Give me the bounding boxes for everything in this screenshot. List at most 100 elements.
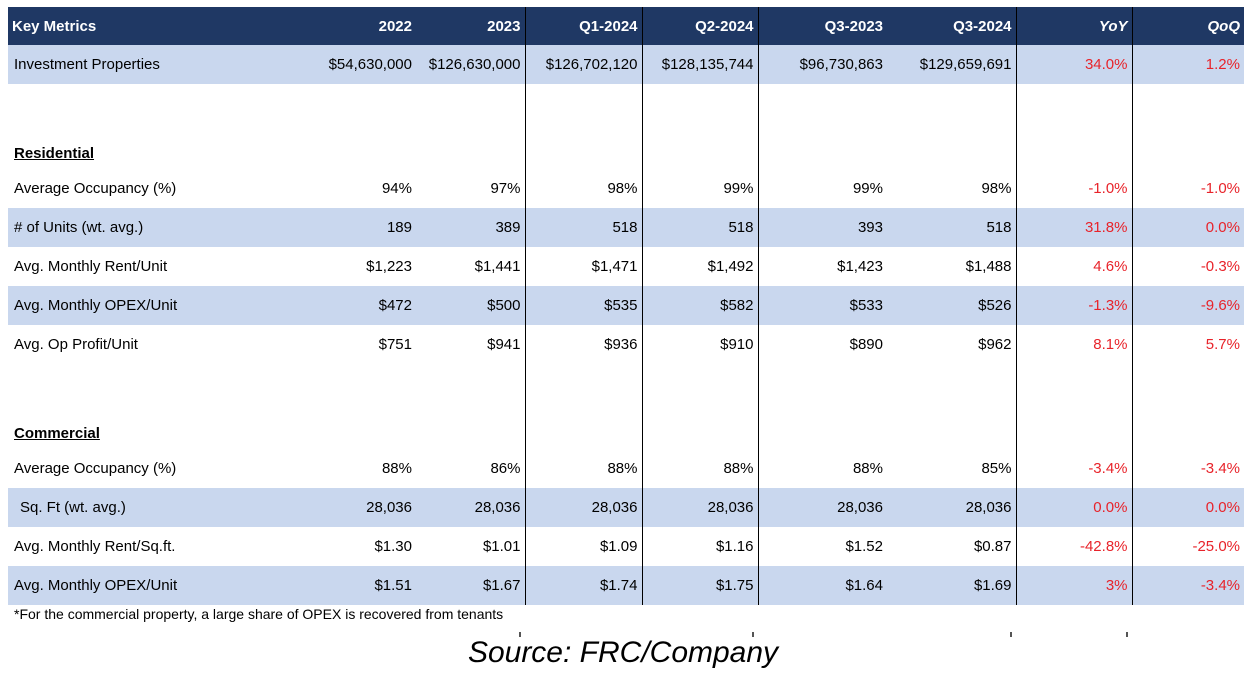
cell-q2-2024: $1.16 <box>642 527 759 566</box>
cell-yoy: 8.1% <box>1016 325 1133 364</box>
cell-2022: 94% <box>381 180 412 197</box>
cell-2022: $472 <box>312 286 416 325</box>
cell-qoq: -0.3% <box>1200 258 1240 275</box>
cell-q3-2024: $129,659,691 <box>887 45 1017 84</box>
cell-q2-2024: $1,492 <box>642 247 759 286</box>
cell-q3-2024: 85% <box>887 449 1017 488</box>
table-row: Avg. Monthly OPEX/Unit $472 $500 $535 $5… <box>8 286 1244 325</box>
cell-yoy: -3.4% <box>1016 449 1133 488</box>
cell-q3-2023: 393 <box>758 208 887 247</box>
header-yoy: YoY <box>1016 7 1133 45</box>
cell-qoq: -1.0% <box>1200 180 1240 197</box>
header-qoq: QoQ <box>1132 7 1244 45</box>
cell-2023: $1.01 <box>416 527 526 566</box>
cell-2023: 97% <box>416 169 526 208</box>
cell-q2-2024: $910 <box>642 325 759 364</box>
cell-q3-2024: $0.87 <box>887 527 1017 566</box>
cell-qoq: -25.0% <box>1192 538 1240 555</box>
cell-q1-2024: 88% <box>525 449 643 488</box>
cell-q3-2024: $1.69 <box>887 566 1017 605</box>
cell-q2-2024: $1.75 <box>642 566 759 605</box>
cell-yoy: 3% <box>1016 566 1133 605</box>
cell-qoq: 0.0% <box>1132 488 1244 527</box>
row-label: Avg. Monthly Rent/Sq.ft. <box>14 538 176 555</box>
divider-tick <box>752 632 754 637</box>
cell-2022: $1.51 <box>312 566 416 605</box>
header-row: Key Metrics 2022 2023 Q1-2024 Q2-2024 Q3… <box>8 7 1244 45</box>
cell-2022: 28,036 <box>312 488 416 527</box>
cell-q3-2023: 99% <box>852 180 883 197</box>
header-q3-2024: Q3-2024 <box>887 7 1017 45</box>
cell-yoy: 31.8% <box>1016 208 1133 247</box>
header-q1-2024: Q1-2024 <box>525 7 643 45</box>
commercial-section-title: Commercial <box>14 425 100 442</box>
table-row: Average Occupancy (%) 88% 86% 88% 88% 88… <box>8 449 1244 488</box>
cell-2022: 88% <box>381 460 412 477</box>
cell-2023: $126,630,000 <box>416 45 526 84</box>
cell-2023: $1,441 <box>416 247 526 286</box>
cell-q3-2023: 28,036 <box>758 488 887 527</box>
cell-q1-2024: 518 <box>525 208 643 247</box>
footnote: *For the commercial property, a large sh… <box>14 606 504 622</box>
cell-2022: $1.30 <box>374 538 412 555</box>
cell-yoy: 34.0% <box>1016 45 1133 84</box>
cell-2022: $54,630,000 <box>312 45 416 84</box>
cell-q3-2023: $1.64 <box>758 566 887 605</box>
header-q2-2024: Q2-2024 <box>642 7 759 45</box>
header-key-metrics: Key Metrics <box>8 7 312 45</box>
table-row: Avg. Monthly OPEX/Unit $1.51 $1.67 $1.74… <box>8 566 1244 605</box>
cell-q3-2024: 98% <box>887 169 1017 208</box>
cell-qoq: -3.4% <box>1132 566 1244 605</box>
row-label: Avg. Op Profit/Unit <box>14 336 138 353</box>
row-label: # of Units (wt. avg.) <box>8 208 312 247</box>
cell-q3-2023: $96,730,863 <box>758 45 887 84</box>
cell-2023: 86% <box>416 449 526 488</box>
commercial-section-row: Commercial <box>8 403 1244 449</box>
cell-qoq: 1.2% <box>1132 45 1244 84</box>
header-2023: 2023 <box>416 7 526 45</box>
header-2022: 2022 <box>312 7 416 45</box>
key-metrics-table: Key Metrics 2022 2023 Q1-2024 Q2-2024 Q3… <box>8 7 1244 605</box>
cell-q2-2024: 28,036 <box>642 488 759 527</box>
cell-q3-2023: $1.52 <box>845 538 883 555</box>
cell-2022: $751 <box>378 336 412 353</box>
row-label: Avg. Monthly OPEX/Unit <box>8 286 312 325</box>
cell-q1-2024: $936 <box>525 325 643 364</box>
cell-q2-2024: 88% <box>642 449 759 488</box>
cell-yoy: 0.0% <box>1016 488 1133 527</box>
cell-q3-2023: $533 <box>758 286 887 325</box>
spacer-row <box>8 364 1244 403</box>
residential-section-title: Residential <box>14 145 95 162</box>
cell-2023: $1.67 <box>416 566 526 605</box>
cell-2023: $941 <box>416 325 526 364</box>
investment-properties-row: Investment Properties $54,630,000 $126,6… <box>8 45 1244 84</box>
cell-q3-2024: 28,036 <box>887 488 1017 527</box>
cell-2023: $500 <box>416 286 526 325</box>
cell-qoq: 0.0% <box>1132 208 1244 247</box>
cell-q2-2024: 99% <box>642 169 759 208</box>
table-row: Avg. Monthly Rent/Unit $1,223 $1,441 $1,… <box>8 247 1244 286</box>
cell-q3-2024: $526 <box>887 286 1017 325</box>
cell-qoq: -3.4% <box>1200 460 1240 477</box>
cell-q1-2024: $126,702,120 <box>525 45 643 84</box>
cell-qoq: 5.7% <box>1205 336 1240 353</box>
table-row: # of Units (wt. avg.) 189 389 518 518 39… <box>8 208 1244 247</box>
table-row: Avg. Monthly Rent/Sq.ft. $1.30 $1.01 $1.… <box>8 527 1244 566</box>
cell-q1-2024: $1.74 <box>525 566 643 605</box>
cell-q1-2024: $1.09 <box>525 527 643 566</box>
residential-section-row: Residential <box>8 123 1244 169</box>
cell-q3-2024: $1,488 <box>887 247 1017 286</box>
table-row: Average Occupancy (%) 94% 97% 98% 99% 99… <box>8 169 1244 208</box>
cell-q2-2024: $128,135,744 <box>642 45 759 84</box>
divider-tick <box>1126 632 1128 637</box>
cell-q1-2024: $1,471 <box>525 247 643 286</box>
cell-q3-2023: 88% <box>852 460 883 477</box>
cell-yoy: -42.8% <box>1016 527 1133 566</box>
cell-q2-2024: 518 <box>642 208 759 247</box>
cell-2023: 389 <box>416 208 526 247</box>
divider-tick <box>519 632 521 637</box>
source-caption: Source: FRC/Company <box>467 636 779 669</box>
cell-yoy: 4.6% <box>1016 247 1133 286</box>
table-row: Sq. Ft (wt. avg.) 28,036 28,036 28,036 2… <box>8 488 1244 527</box>
cell-q1-2024: 28,036 <box>525 488 643 527</box>
